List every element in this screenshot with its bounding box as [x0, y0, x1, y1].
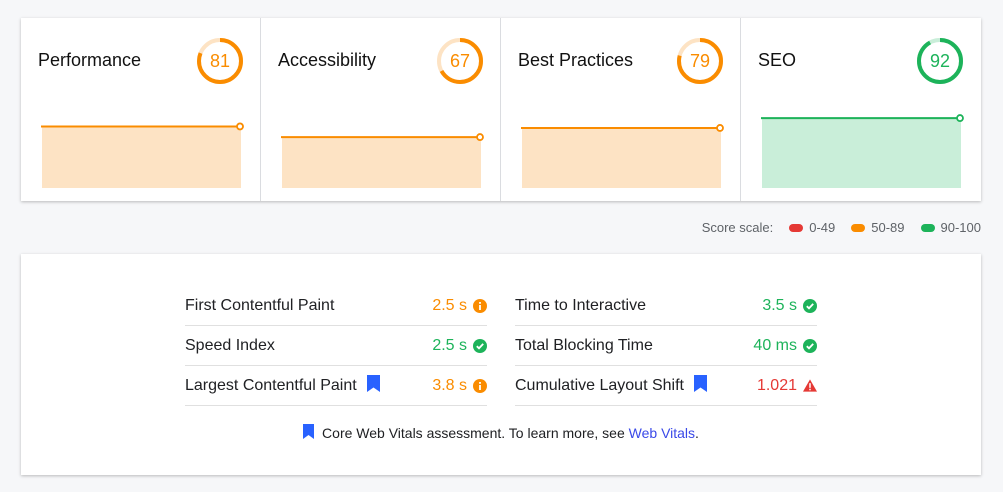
- metric-name: Speed Index: [185, 336, 275, 354]
- metric-first-contentful-paint: First Contentful Paint 2.5 s: [185, 286, 487, 326]
- scale-swatch-fail: [789, 223, 804, 232]
- metric-speed-index: Speed Index 2.5 s: [185, 326, 487, 366]
- score-arc: [917, 38, 963, 84]
- score-value: 81: [209, 51, 231, 71]
- score-area: [762, 118, 961, 188]
- metric-value: 2.5 s: [432, 336, 467, 354]
- metric-largest-contentful-paint: Largest Contentful Paint 3.8 s: [185, 366, 487, 406]
- category-card-best-practices[interactable]: Best Practices 79: [501, 18, 741, 201]
- bookmark-icon: [693, 374, 707, 397]
- metric-value: 3.8 s: [432, 376, 467, 394]
- score-value: 67: [449, 51, 471, 71]
- category-title: SEO: [758, 50, 797, 70]
- metric-name: First Contentful Paint: [185, 296, 335, 314]
- footer-text: Core Web Vitals assessment. To learn mor…: [322, 425, 629, 441]
- category-title: Best Practices: [518, 50, 634, 70]
- metric-name: Time to Interactive: [515, 296, 647, 314]
- score-history-chart: [521, 124, 724, 188]
- metrics-grid: First Contentful Paint 2.5 s Time to Inter…: [185, 286, 817, 406]
- metric-cumulative-layout-shift: Cumulative Layout Shift 1.021: [515, 366, 817, 406]
- metric-name: Cumulative Layout Shift: [515, 376, 684, 394]
- score-gauge: [197, 38, 243, 84]
- metric-time-to-interactive: Time to Interactive 3.5 s: [515, 286, 817, 326]
- scale-swatch-average: [851, 223, 866, 232]
- metric-value: 40 ms: [753, 336, 797, 354]
- score-value: 92: [929, 51, 951, 71]
- score-value: 79: [689, 51, 711, 71]
- info-circle-icon: [473, 378, 487, 393]
- score-arc: [677, 38, 723, 84]
- score-area: [522, 127, 721, 188]
- footer-note: Core Web Vitals assessment. To learn mor…: [21, 424, 981, 442]
- score-point: [476, 133, 484, 141]
- bookmark-icon: [366, 374, 380, 397]
- category-card-performance[interactable]: Performance 81: [21, 18, 261, 201]
- metric-name: Total Blocking Time: [515, 336, 653, 354]
- score-history-chart: [761, 114, 964, 188]
- scale-swatch-pass: [920, 223, 935, 232]
- warning-triangle-icon: [803, 379, 817, 393]
- bookmark-icon: [303, 424, 315, 442]
- score-arc: [437, 38, 483, 84]
- score-point: [716, 124, 724, 132]
- score-area: [282, 137, 481, 188]
- category-title: Performance: [38, 50, 142, 70]
- score-gauge: [677, 38, 723, 84]
- score-arc: [197, 38, 243, 84]
- scale-label: 90-100: [940, 220, 981, 235]
- score-scale: Score scale: 0-49 50-89 90-100: [702, 220, 981, 235]
- metrics-panel: First Contentful Paint 2.5 s Time to Inter…: [21, 254, 981, 475]
- category-card-seo[interactable]: SEO 92: [741, 18, 981, 201]
- score-point: [956, 114, 964, 122]
- footer-end: .: [695, 425, 699, 441]
- score-history-chart: [41, 122, 244, 188]
- scale-label: 0-49: [809, 220, 836, 235]
- metric-name: Largest Contentful Paint: [185, 376, 357, 394]
- score-history-chart: [281, 133, 484, 188]
- category-title: Accessibility: [278, 50, 377, 70]
- metric-value: 3.5 s: [762, 296, 797, 314]
- score-scale-label: Score scale:: [701, 220, 774, 235]
- scale-label: 50-89: [871, 220, 905, 235]
- score-gauge: [437, 38, 483, 84]
- check-circle-icon: [473, 338, 487, 353]
- metric-value: 1.021: [756, 376, 797, 394]
- category-card-accessibility[interactable]: Accessibility 67: [261, 18, 501, 201]
- check-circle-icon: [803, 298, 817, 313]
- web-vitals-link[interactable]: Web Vitals: [628, 425, 696, 441]
- info-circle-icon: [473, 298, 487, 313]
- metric-value: 2.5 s: [432, 296, 467, 314]
- score-point: [236, 122, 244, 131]
- score-area: [42, 126, 241, 188]
- metric-total-blocking-time: Total Blocking Time 40 ms: [515, 326, 817, 366]
- check-circle-icon: [803, 338, 817, 353]
- category-cards: Performance 81 Accessibility 67 Best Pra…: [21, 18, 981, 201]
- score-gauge: [917, 38, 963, 84]
